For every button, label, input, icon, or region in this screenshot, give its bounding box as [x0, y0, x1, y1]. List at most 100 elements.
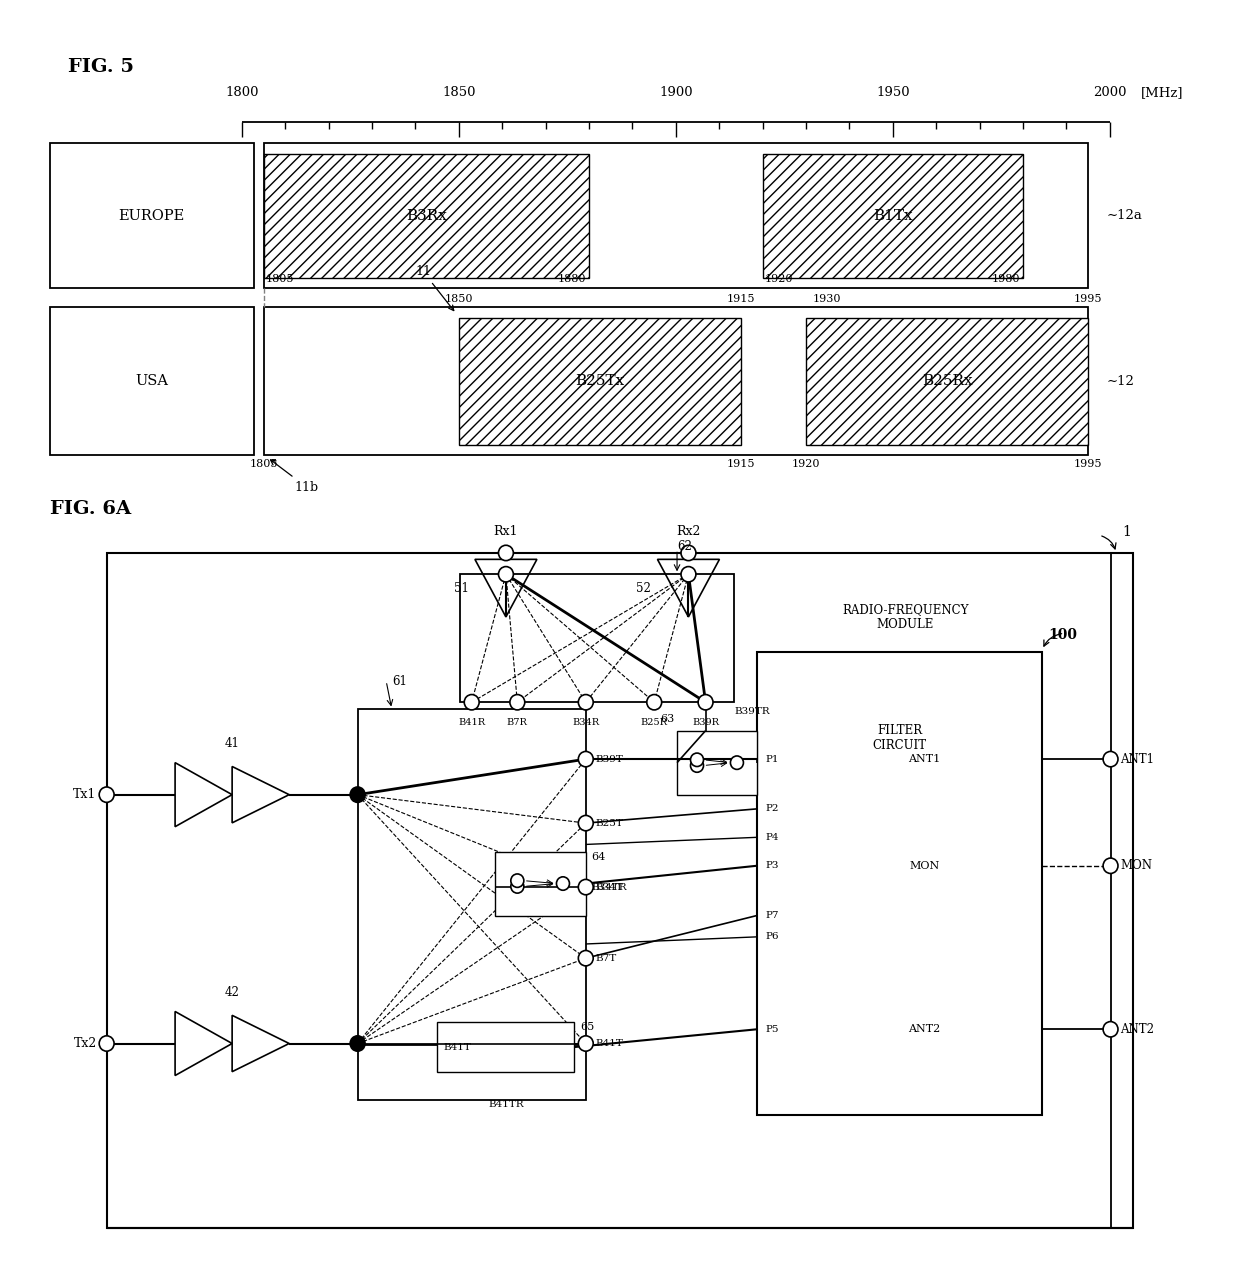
Circle shape [730, 756, 744, 770]
Circle shape [578, 951, 593, 966]
Text: 100: 100 [1048, 628, 1078, 642]
Text: 64: 64 [591, 852, 605, 862]
Text: Tx1: Tx1 [73, 788, 97, 801]
Text: Rx1: Rx1 [494, 525, 518, 538]
Text: P7: P7 [765, 911, 779, 920]
Circle shape [99, 1036, 114, 1052]
Text: 11b: 11b [270, 460, 319, 493]
Text: 62: 62 [677, 541, 692, 553]
Text: 41: 41 [224, 737, 239, 749]
Text: EUROPE: EUROPE [119, 209, 185, 223]
Circle shape [350, 787, 365, 802]
Text: P5: P5 [765, 1025, 779, 1034]
Text: 1930: 1930 [812, 293, 841, 304]
Circle shape [498, 566, 513, 582]
Text: B41TR: B41TR [489, 1100, 523, 1109]
Circle shape [511, 880, 523, 893]
Text: 1920: 1920 [792, 459, 820, 469]
Bar [357, 710, 585, 1100]
Text: Tx2: Tx2 [73, 1038, 97, 1050]
Circle shape [691, 753, 703, 766]
Circle shape [578, 694, 593, 710]
Text: 1900: 1900 [658, 86, 693, 99]
Circle shape [511, 874, 523, 888]
Text: 51: 51 [454, 582, 469, 594]
Text: B39R: B39R [692, 717, 719, 726]
Bar [460, 574, 734, 702]
Bar [495, 852, 585, 916]
Circle shape [1104, 752, 1118, 767]
Circle shape [510, 694, 525, 710]
Circle shape [578, 880, 593, 894]
Text: B3Rx: B3Rx [405, 209, 446, 223]
Text: B25Rx: B25Rx [921, 374, 972, 388]
Text: RADIO-FREQUENCY
MODULE: RADIO-FREQUENCY MODULE [842, 602, 968, 630]
Bar [763, 154, 1023, 278]
Text: B25R: B25R [641, 717, 667, 726]
Text: Rx2: Rx2 [676, 525, 701, 538]
Text: 1: 1 [1122, 525, 1131, 539]
Text: B34TR: B34TR [591, 883, 627, 892]
Circle shape [698, 694, 713, 710]
Text: MON: MON [909, 861, 940, 871]
Circle shape [498, 546, 513, 561]
Circle shape [681, 566, 696, 582]
Text: ANT2: ANT2 [908, 1025, 940, 1034]
Text: USA: USA [135, 374, 169, 388]
Text: FIG. 6A: FIG. 6A [50, 500, 130, 518]
Text: 1805: 1805 [249, 459, 278, 469]
Text: B34T: B34T [595, 883, 624, 892]
Bar [50, 143, 253, 288]
Text: B34R: B34R [572, 717, 599, 726]
Text: P3: P3 [765, 861, 779, 870]
Text: 1850: 1850 [441, 86, 476, 99]
Bar [756, 652, 1042, 1114]
Text: 1950: 1950 [875, 86, 910, 99]
Text: MON: MON [1121, 860, 1152, 872]
Text: ∼12: ∼12 [1107, 374, 1135, 388]
Text: ∼12a: ∼12a [1107, 209, 1142, 223]
Text: 1995: 1995 [1074, 293, 1102, 304]
Bar [263, 154, 589, 278]
Text: 63: 63 [660, 714, 675, 724]
Circle shape [647, 694, 662, 710]
Circle shape [350, 1036, 365, 1052]
Text: B41T: B41T [595, 1039, 624, 1048]
Bar [806, 318, 1089, 445]
Text: 1995: 1995 [1074, 459, 1102, 469]
Circle shape [99, 787, 114, 802]
Circle shape [578, 1036, 593, 1052]
Text: 1915: 1915 [727, 293, 755, 304]
Bar [263, 307, 1089, 455]
Text: ANT1: ANT1 [1121, 753, 1154, 766]
Text: 1880: 1880 [558, 274, 587, 284]
Text: P6: P6 [765, 933, 779, 942]
Text: B41R: B41R [458, 717, 485, 726]
Text: 1850: 1850 [445, 293, 472, 304]
Text: B25T: B25T [595, 819, 624, 828]
Circle shape [1104, 1022, 1118, 1038]
Text: B7R: B7R [507, 717, 528, 726]
Text: B7T: B7T [595, 953, 618, 963]
Text: ANT2: ANT2 [1121, 1022, 1154, 1036]
Text: B39TR: B39TR [734, 707, 770, 716]
Bar [50, 307, 253, 455]
Circle shape [1104, 858, 1118, 874]
Text: FIG. 5: FIG. 5 [68, 58, 134, 76]
Text: FILTER
CIRCUIT: FILTER CIRCUIT [873, 724, 926, 752]
Circle shape [691, 758, 703, 772]
Text: 65: 65 [580, 1022, 594, 1032]
Text: 1920: 1920 [765, 274, 794, 284]
Circle shape [578, 816, 593, 831]
Text: 11: 11 [415, 265, 454, 310]
Text: 1915: 1915 [727, 459, 755, 469]
Circle shape [578, 752, 593, 767]
Text: P4: P4 [765, 833, 779, 842]
Bar [438, 1022, 574, 1072]
Text: 2000: 2000 [1092, 86, 1127, 99]
Text: ANT1: ANT1 [908, 755, 940, 765]
Text: 1980: 1980 [992, 274, 1021, 284]
Text: 42: 42 [224, 985, 239, 999]
Text: B39T: B39T [595, 755, 624, 763]
Text: P1: P1 [765, 755, 779, 763]
